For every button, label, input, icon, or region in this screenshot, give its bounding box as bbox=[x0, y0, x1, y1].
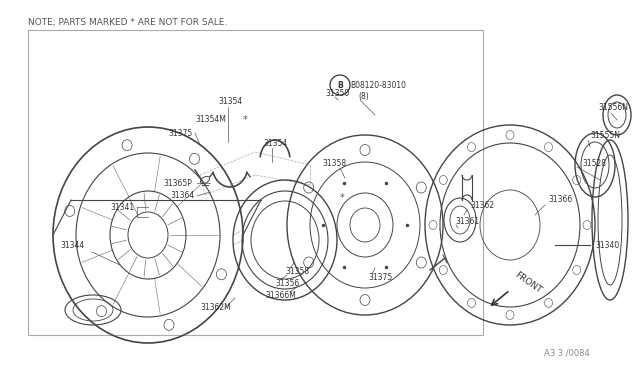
Text: *: * bbox=[340, 193, 345, 203]
Text: 31356: 31356 bbox=[275, 279, 300, 288]
Text: 31358: 31358 bbox=[285, 267, 309, 276]
Text: 31354M: 31354M bbox=[195, 115, 226, 125]
Text: 31556N: 31556N bbox=[598, 103, 628, 112]
Text: 31358: 31358 bbox=[322, 158, 346, 167]
Text: 31362: 31362 bbox=[470, 201, 494, 209]
Text: 31354: 31354 bbox=[218, 97, 243, 106]
Text: A3 3 /0084: A3 3 /0084 bbox=[544, 349, 590, 358]
Text: 31344: 31344 bbox=[60, 241, 84, 250]
Text: B: B bbox=[337, 80, 343, 90]
Text: *: * bbox=[243, 115, 248, 125]
Text: 31350: 31350 bbox=[325, 89, 349, 97]
Text: 31365P: 31365P bbox=[163, 179, 192, 187]
Text: 31366: 31366 bbox=[548, 196, 572, 205]
Text: (8): (8) bbox=[358, 93, 369, 102]
Text: FRONT: FRONT bbox=[513, 270, 543, 295]
Text: 31366M: 31366M bbox=[265, 291, 296, 299]
Text: B08120-83010: B08120-83010 bbox=[350, 80, 406, 90]
Text: 31375: 31375 bbox=[368, 273, 392, 282]
Text: 31555N: 31555N bbox=[590, 131, 620, 140]
Text: 31528: 31528 bbox=[582, 158, 606, 167]
Bar bbox=[28, 30, 483, 335]
Text: 31340: 31340 bbox=[595, 241, 620, 250]
Text: 31364: 31364 bbox=[170, 192, 195, 201]
Text: 31341: 31341 bbox=[110, 202, 134, 212]
Text: 31361: 31361 bbox=[455, 218, 479, 227]
Text: 31375: 31375 bbox=[168, 128, 192, 138]
Text: NOTE; PARTS MARKED * ARE NOT FOR SALE.: NOTE; PARTS MARKED * ARE NOT FOR SALE. bbox=[28, 18, 227, 27]
Text: 31354: 31354 bbox=[263, 138, 287, 148]
Text: 31362M: 31362M bbox=[200, 304, 231, 312]
